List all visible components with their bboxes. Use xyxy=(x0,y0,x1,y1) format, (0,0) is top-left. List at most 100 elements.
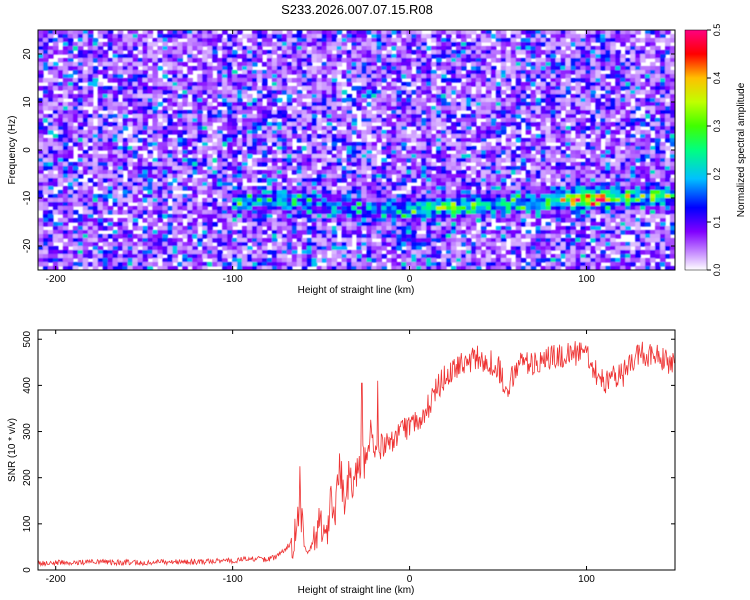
heatmap-cell xyxy=(72,210,79,215)
heatmap-cell xyxy=(376,30,382,35)
heatmap-cell xyxy=(351,202,358,207)
heatmap-cell xyxy=(152,206,159,211)
heatmap-cell xyxy=(222,186,228,191)
heatmap-cell xyxy=(261,178,268,183)
heatmap-cell xyxy=(406,138,412,143)
heatmap-cell xyxy=(386,70,392,75)
heatmap-cell xyxy=(326,170,333,175)
heatmap-cell xyxy=(42,94,49,99)
heatmap-cell xyxy=(217,118,223,123)
heatmap-cell xyxy=(336,70,343,75)
heatmap-cell xyxy=(256,58,263,63)
heatmap-cell xyxy=(441,54,447,59)
heatmap-cell xyxy=(446,126,452,131)
heatmap-cell xyxy=(242,214,248,219)
heatmap-cell xyxy=(321,154,328,159)
heatmap-cell xyxy=(346,162,353,167)
heatmap-cell xyxy=(222,150,228,155)
heatmap-cell xyxy=(291,218,298,223)
heatmap-cell xyxy=(326,206,333,211)
heatmap-cell xyxy=(321,50,328,55)
heatmap-cell xyxy=(515,194,522,199)
heatmap-cell xyxy=(311,98,318,103)
heatmap-cell xyxy=(72,82,79,87)
heatmap-cell xyxy=(82,206,89,211)
heatmap-cell xyxy=(351,46,358,51)
heatmap-cell xyxy=(416,106,422,111)
heatmap-cell xyxy=(311,138,318,143)
heatmap-cell xyxy=(510,186,517,191)
heatmap-cell xyxy=(366,238,373,243)
heatmap-cell xyxy=(87,82,94,87)
heatmap-cell xyxy=(356,190,363,195)
heatmap-cell xyxy=(122,66,129,71)
heatmap-cell xyxy=(470,190,477,195)
heatmap-cell xyxy=(376,114,382,119)
heatmap-cell xyxy=(42,262,49,267)
heatmap-cell xyxy=(202,178,208,183)
heatmap-cell xyxy=(306,230,313,235)
heatmap-cell xyxy=(291,214,298,219)
heatmap-cell xyxy=(197,170,203,175)
heatmap-cell xyxy=(391,58,397,63)
heatmap-cell xyxy=(97,194,104,199)
heatmap-cell xyxy=(42,166,49,171)
heatmap-cell xyxy=(227,214,233,219)
heatmap-cell xyxy=(456,166,462,171)
heatmap-cell xyxy=(431,258,437,263)
heatmap-cell xyxy=(416,90,422,95)
heatmap-cell xyxy=(296,62,303,67)
heatmap-cell xyxy=(291,86,298,91)
heatmap-cell xyxy=(495,198,502,203)
heatmap-cell xyxy=(406,178,412,183)
heatmap-cell xyxy=(371,66,378,71)
heatmap-cell xyxy=(102,146,109,151)
heatmap-cell xyxy=(232,246,238,251)
heatmap-cell xyxy=(167,214,173,219)
heatmap-cell xyxy=(485,34,492,39)
heatmap-cell xyxy=(167,190,173,195)
heatmap-cell xyxy=(132,114,139,119)
heatmap-cell xyxy=(247,82,253,87)
heatmap-cell xyxy=(127,158,134,163)
heatmap-cell xyxy=(461,58,467,63)
heatmap-cell xyxy=(197,222,203,227)
heatmap-cell xyxy=(222,182,228,187)
heatmap-cell xyxy=(391,70,397,75)
heatmap-cell xyxy=(376,226,382,231)
heatmap-cell xyxy=(162,194,168,199)
heatmap-cell xyxy=(515,134,522,139)
heatmap-cell xyxy=(505,74,512,79)
heatmap-cell xyxy=(192,150,198,155)
heatmap-cell xyxy=(485,166,492,171)
heatmap-cell xyxy=(162,238,168,243)
heatmap-cell xyxy=(500,150,507,155)
heatmap-cell xyxy=(247,250,253,255)
heatmap-cell xyxy=(401,202,407,207)
heatmap-cell xyxy=(92,226,99,231)
heatmap-cell xyxy=(142,70,149,75)
heatmap-cell xyxy=(232,106,238,111)
heatmap-cell xyxy=(227,34,233,39)
heatmap-cell xyxy=(222,222,228,227)
heatmap-cell xyxy=(72,106,79,111)
heatmap-cell xyxy=(38,250,44,255)
heatmap-cell xyxy=(321,202,328,207)
heatmap-cell xyxy=(87,250,94,255)
heatmap-cell xyxy=(441,242,447,247)
heatmap-cell xyxy=(396,114,402,119)
heatmap-cell xyxy=(127,150,134,155)
heatmap-cell xyxy=(485,30,492,35)
heatmap-cell xyxy=(237,150,243,155)
heatmap-cell xyxy=(67,206,74,211)
heatmap-cell xyxy=(167,102,173,107)
heatmap-cell xyxy=(271,86,278,91)
heatmap-cell xyxy=(505,166,512,171)
heatmap-cell xyxy=(227,150,233,155)
heatmap-cell xyxy=(251,254,258,259)
heatmap-cell xyxy=(92,54,99,59)
heatmap-cell xyxy=(102,198,109,203)
heatmap-cell xyxy=(38,254,44,259)
heatmap-cell xyxy=(142,226,149,231)
heatmap-cell xyxy=(92,234,99,239)
